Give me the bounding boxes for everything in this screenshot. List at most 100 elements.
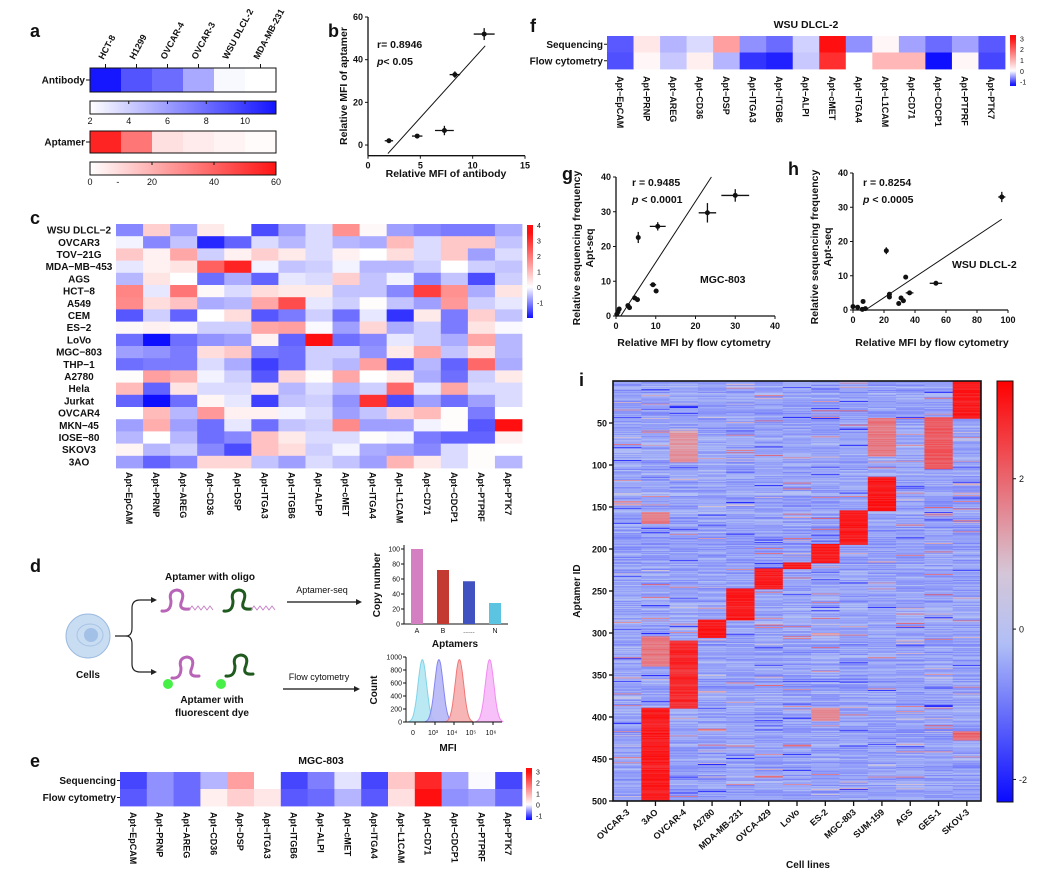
column-label: Apt−PTPRF (960, 76, 970, 126)
heatmap-cell (613, 402, 642, 404)
heatmap-cell (924, 531, 953, 533)
heatmap-cell (839, 470, 869, 472)
heatmap-cell (867, 629, 897, 631)
heatmap-cell (726, 564, 755, 567)
heatmap-cell (669, 443, 699, 445)
heatmap-cell (952, 630, 982, 632)
heatmap-cell (782, 520, 812, 522)
heatmap-cell (839, 474, 869, 476)
heatmap-cell (896, 428, 925, 430)
heatmap-cell (143, 431, 171, 444)
heatmap-cell (641, 507, 670, 509)
heatmap-cell (697, 576, 727, 578)
heatmap-cell (896, 517, 925, 519)
heatmap-cell (697, 615, 727, 617)
heatmap-cell (613, 540, 642, 542)
heatmap-cell (754, 546, 784, 548)
heatmap-cell (697, 407, 727, 409)
heatmap-cell (867, 552, 897, 554)
heatmap-cell (782, 397, 812, 399)
heatmap-cell (669, 450, 699, 452)
heatmap-cell (641, 416, 670, 418)
heatmap-cell (952, 568, 982, 570)
heatmap-cell (613, 465, 642, 467)
heatmap-cell (811, 531, 840, 533)
heatmap-cell (924, 583, 953, 585)
heatmap-cell (952, 465, 982, 467)
heatmap-cell (613, 443, 642, 445)
heatmap-cell (669, 510, 699, 512)
heatmap-cell (754, 449, 784, 451)
heatmap-cell (952, 522, 982, 524)
heatmap-cell (924, 387, 953, 389)
heatmap-cell (952, 581, 982, 583)
heatmap-cell (896, 457, 925, 459)
heatmap-cell (726, 480, 755, 483)
heatmap-cell (669, 454, 699, 457)
heatmap-cell (726, 464, 755, 466)
heatmap-cell (867, 501, 897, 504)
heatmap-cell (896, 539, 925, 541)
aptamer-dye-label: Aptamer with (180, 695, 243, 706)
heatmap-cell (896, 465, 925, 467)
heatmap-cell (669, 571, 699, 573)
heatmap-cell (924, 606, 953, 608)
heatmap-cell (924, 494, 953, 496)
heatmap-cell (726, 411, 755, 413)
heatmap-cell (726, 567, 755, 569)
heatmap-cell (143, 309, 171, 322)
heatmap-cell (867, 571, 897, 573)
heatmap-cell (641, 454, 670, 457)
heatmap-cell (952, 635, 982, 637)
heatmap-cell (952, 577, 982, 579)
heatmap-cell (839, 449, 869, 452)
heatmap-cell (726, 538, 755, 541)
heatmap-cell (754, 501, 784, 504)
heatmap-cell (726, 438, 755, 441)
heatmap-cell (669, 582, 699, 584)
heatmap-cell (669, 458, 699, 460)
heatmap-cell (782, 608, 812, 610)
heatmap-cell (669, 471, 699, 473)
heatmap-cell (952, 399, 982, 401)
heatmap-cell (839, 438, 869, 440)
heatmap-cell (867, 573, 897, 575)
heatmap-cell (782, 614, 812, 616)
heatmap-cell (867, 420, 897, 422)
heatmap-cell (867, 486, 897, 488)
heatmap-cell (251, 272, 279, 286)
heatmap-cell (726, 585, 755, 587)
heatmap-cell (811, 423, 840, 425)
heatmap-cell (116, 285, 144, 298)
heatmap-cell (641, 513, 670, 515)
colorbar-tick-label: 0 (537, 285, 541, 292)
heatmap-cell (782, 549, 812, 551)
heatmap-cell (924, 591, 953, 593)
heatmap-cell (867, 561, 897, 563)
heatmap-cell (811, 452, 840, 454)
heatmap-cell (924, 388, 953, 390)
heatmap-cell (613, 477, 642, 479)
heatmap-cell (811, 601, 840, 603)
heatmap-cell (224, 346, 252, 359)
heatmap-cell (896, 453, 925, 455)
heatmap-cell (641, 425, 670, 427)
heatmap-cell (811, 542, 840, 544)
heatmap-cell (359, 236, 388, 249)
heatmap-cell (754, 547, 784, 549)
heatmap-cell (952, 475, 982, 477)
heatmap-cell (896, 567, 925, 569)
heatmap-cell (867, 538, 897, 540)
heatmap-cell (613, 534, 642, 536)
heatmap-cell (896, 507, 925, 509)
heatmap-cell (924, 442, 953, 444)
category-label: ...... (463, 628, 475, 635)
heatmap-cell (754, 627, 784, 630)
heatmap-cell (782, 558, 812, 560)
heatmap-cell (924, 591, 953, 593)
heatmap-cell (867, 391, 897, 394)
heatmap-cell (782, 409, 812, 411)
heatmap-cell (782, 433, 812, 436)
category-label: A (415, 628, 420, 635)
heatmap-cell (669, 389, 699, 391)
